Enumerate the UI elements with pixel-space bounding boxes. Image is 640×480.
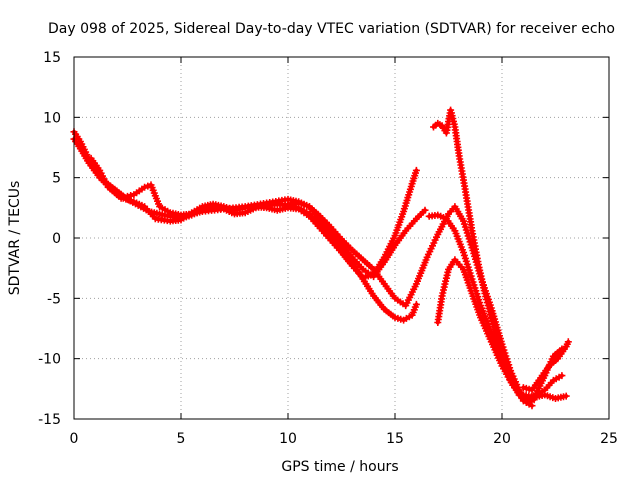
tick-layer: 0 5 10 15 20 25 -15 -10 -5 0 5 10 15 bbox=[38, 50, 618, 447]
y-tick-label: -10 bbox=[38, 352, 61, 368]
series-markers bbox=[87, 154, 429, 281]
series-markers bbox=[70, 128, 420, 324]
series-line bbox=[89, 156, 427, 279]
y-tick-label: -15 bbox=[38, 412, 61, 428]
y-tick-label: 5 bbox=[52, 171, 61, 187]
x-tick-label: 15 bbox=[386, 431, 404, 447]
y-axis-label: SDTVAR / TECUs bbox=[7, 181, 23, 296]
y-tick-label: 10 bbox=[43, 110, 61, 126]
y-tick-label: -5 bbox=[47, 291, 61, 307]
x-tick-label: 25 bbox=[600, 431, 618, 447]
x-tick-label: 0 bbox=[70, 431, 79, 447]
x-tick-label: 20 bbox=[493, 431, 511, 447]
x-tick-label: 5 bbox=[177, 431, 186, 447]
y-tick-label: 0 bbox=[52, 231, 61, 247]
x-tick-label: 10 bbox=[279, 431, 297, 447]
series-markers bbox=[519, 338, 572, 394]
x-axis-label: GPS time / hours bbox=[281, 459, 398, 475]
plot-layer bbox=[70, 106, 572, 410]
series-markers bbox=[519, 391, 570, 402]
chart-title: Day 098 of 2025, Sidereal Day-to-day VTE… bbox=[48, 21, 615, 37]
series-line bbox=[72, 129, 419, 323]
y-tick-label: 15 bbox=[43, 50, 61, 66]
